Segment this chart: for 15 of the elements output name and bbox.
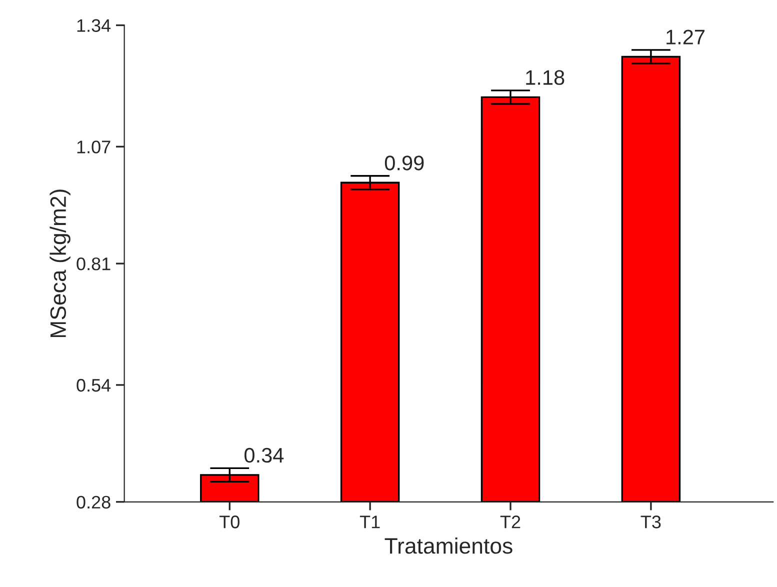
y-tick-label: 0.28	[76, 496, 110, 509]
y-tick-label: 0.81	[76, 257, 110, 270]
y-axis-title: MSeca (kg/m2)	[50, 190, 70, 338]
x-tick-label: T3	[640, 516, 661, 528]
y-tick-label: 1.34	[77, 19, 111, 32]
y-tick-label: 0.54	[76, 378, 111, 392]
x-tick-label: T1	[360, 516, 380, 528]
x-tick-label: T2	[500, 516, 520, 528]
data-label: 1.18	[526, 70, 564, 85]
data-label: 0.34	[244, 448, 284, 463]
x-axis-title: Tratamientos	[384, 537, 512, 554]
data-label: 1.27	[666, 30, 704, 44]
x-tick-label: T0	[220, 516, 240, 528]
y-tick-label: 1.07	[77, 140, 110, 154]
data-label: 0.99	[384, 156, 424, 170]
